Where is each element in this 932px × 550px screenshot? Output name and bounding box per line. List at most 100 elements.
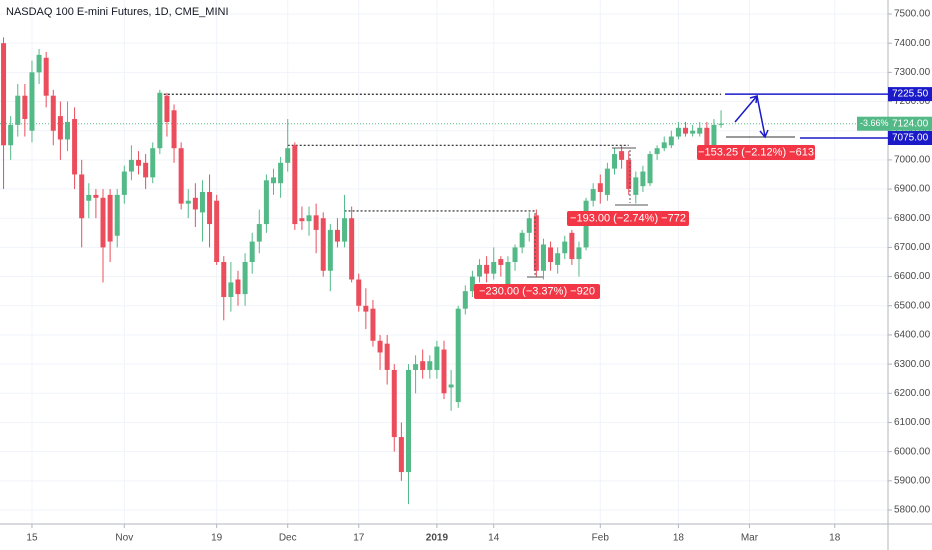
candle-body — [512, 247, 518, 262]
y-tick-label: 6700.00 — [894, 242, 931, 253]
last-price-label: 7124.00 — [892, 118, 929, 129]
y-tick-label: 6100.00 — [894, 417, 931, 428]
candle-body — [640, 171, 646, 187]
y-tick-label: 6000.00 — [894, 446, 931, 457]
candle-body — [683, 127, 689, 134]
candle-body — [405, 369, 411, 473]
candle-body — [150, 148, 156, 178]
level-label: 7075.00 — [892, 133, 929, 144]
candle-body — [675, 127, 681, 137]
candle-body — [626, 159, 632, 190]
change-label: -3.66% — [860, 118, 889, 128]
x-tick-label: Nov — [115, 533, 133, 544]
y-tick-label: 6800.00 — [894, 213, 931, 224]
y-tick-label: 6300.00 — [894, 359, 931, 370]
candle-body — [143, 162, 149, 178]
candle-body — [256, 224, 262, 242]
y-tick-label: 7200.00 — [894, 96, 931, 107]
candle-body — [611, 154, 617, 169]
y-tick-label: 6400.00 — [894, 330, 931, 341]
candle-body — [263, 180, 269, 225]
candle-body — [441, 349, 447, 394]
candle-body — [114, 194, 120, 236]
candle-body — [469, 276, 475, 292]
candle-body — [654, 148, 660, 155]
candle-body — [43, 57, 49, 96]
candle-body — [271, 177, 277, 184]
candle-body — [597, 183, 603, 192]
candle-body — [185, 200, 191, 204]
candle-body — [221, 262, 227, 298]
candle-body — [498, 259, 504, 265]
candle-body — [320, 218, 326, 271]
candle-body — [342, 218, 348, 242]
candle-body — [413, 364, 419, 370]
y-tick-label: 7100.00 — [894, 125, 931, 136]
measure-label-bg — [567, 211, 689, 226]
change-bg — [857, 116, 888, 131]
candle-body — [356, 279, 362, 306]
candle-body — [192, 197, 198, 210]
candle-body — [235, 279, 241, 295]
candle-body — [427, 361, 433, 370]
projection-arrow — [734, 95, 758, 123]
measure-label: −230.00 (−3.37%) −920 — [479, 285, 595, 297]
candle-body — [299, 218, 305, 222]
candle-body — [313, 215, 319, 230]
plot — [0, 37, 888, 505]
candle-body — [526, 218, 532, 233]
y-tick-label: 7000.00 — [894, 155, 931, 166]
y-tick-label: 7300.00 — [894, 67, 931, 78]
candle-body — [72, 119, 78, 175]
candle-body — [8, 124, 14, 146]
candle-body — [604, 168, 610, 195]
candle-body — [64, 121, 70, 140]
x-tick-label: 18 — [673, 533, 685, 544]
candle-body — [462, 291, 468, 309]
candle-body — [690, 130, 696, 134]
y-tick-label: 6500.00 — [894, 300, 931, 311]
candle-body — [477, 264, 483, 277]
candle-body — [50, 95, 56, 131]
y-tick-label: 5900.00 — [894, 475, 931, 486]
candle-body — [93, 194, 99, 198]
candle-body — [164, 95, 170, 122]
candle-body — [569, 232, 575, 260]
measure-label: −193.00 (−2.74%) −772 — [570, 212, 686, 224]
candle-body — [107, 194, 113, 242]
candle-body — [377, 340, 383, 353]
measure-label: −153.25 (−2.12%) −613 — [698, 146, 814, 158]
candle-body — [697, 127, 703, 134]
candle-body — [157, 92, 163, 149]
candle-body — [590, 189, 596, 201]
x-tick-label: 14 — [488, 533, 500, 544]
candle-body — [668, 136, 674, 146]
candle-body — [285, 148, 291, 163]
candle-body — [555, 253, 561, 265]
candle-body — [420, 361, 426, 370]
candle-body — [633, 177, 639, 195]
drawings — [527, 94, 795, 278]
level-label-bg — [888, 87, 932, 102]
candle-body — [22, 95, 28, 120]
candle-body — [619, 151, 625, 160]
candle-body — [434, 346, 440, 370]
arrow-head — [759, 129, 769, 139]
x-tick-label: 18 — [829, 533, 841, 544]
candle-body — [505, 262, 511, 289]
candle-body — [36, 54, 42, 73]
chart-title: NASDAQ 100 E-mini Futures, 1D, CME_MINI — [6, 6, 229, 18]
candle-body — [214, 200, 220, 262]
candle-body — [278, 162, 284, 184]
candle-body — [484, 264, 490, 274]
level-label-bg — [888, 131, 932, 146]
candle-body — [363, 305, 369, 312]
measure-label-bg — [474, 284, 600, 299]
candle-body — [533, 215, 539, 271]
candle-body — [79, 174, 85, 219]
candle-body — [136, 159, 142, 166]
candle-body — [306, 215, 312, 222]
y-tick-label: 6900.00 — [894, 184, 931, 195]
